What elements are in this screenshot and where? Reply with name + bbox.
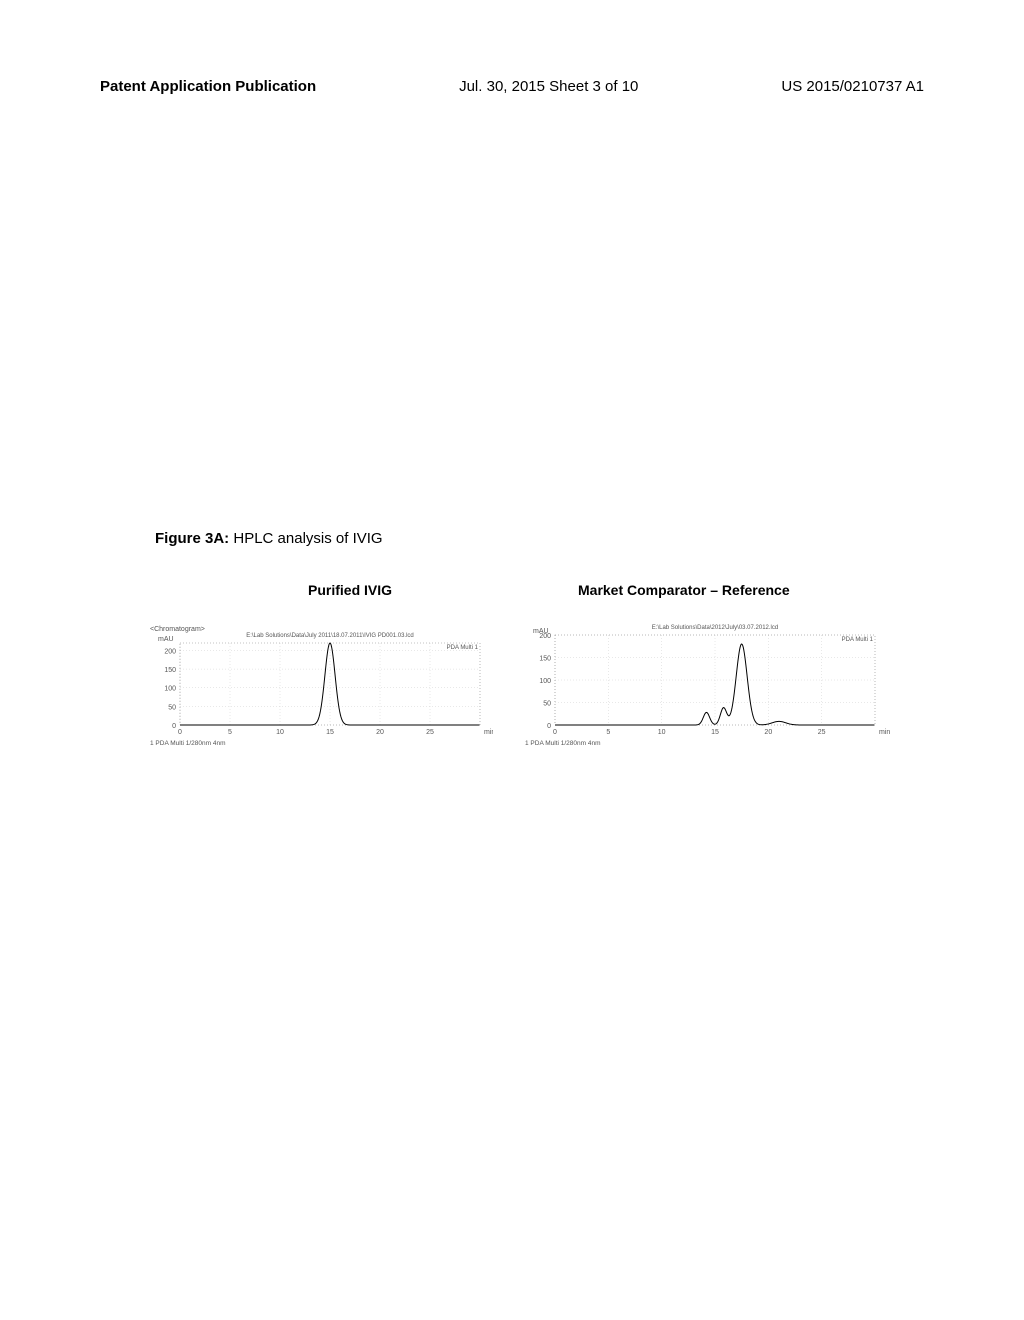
- svg-text:15: 15: [326, 729, 334, 736]
- figure-label: Figure 3A:: [155, 530, 229, 547]
- svg-text:10: 10: [658, 729, 666, 736]
- svg-text:PDA Multi 1: PDA Multi 1: [842, 637, 874, 643]
- svg-text:50: 50: [168, 704, 176, 711]
- svg-text:150: 150: [164, 667, 176, 674]
- svg-text:min: min: [879, 729, 890, 736]
- svg-text:15: 15: [711, 729, 719, 736]
- chart-right-wrapper: 0501001502000510152025mAUE:\Lab Solution…: [513, 615, 893, 745]
- svg-text:mAU: mAU: [533, 628, 549, 635]
- svg-text:0: 0: [172, 723, 176, 730]
- svg-text:PDA Multi 1: PDA Multi 1: [447, 645, 479, 651]
- figure-caption: Figure 3A: HPLC analysis of IVIG: [155, 530, 383, 547]
- page-header: Patent Application Publication Jul. 30, …: [0, 78, 1024, 95]
- chromatogram-right-svg: 0501001502000510152025mAUE:\Lab Solution…: [513, 615, 893, 745]
- svg-text:25: 25: [818, 729, 826, 736]
- svg-text:10: 10: [276, 729, 284, 736]
- svg-text:25: 25: [426, 729, 434, 736]
- svg-text:20: 20: [376, 729, 384, 736]
- svg-text:150: 150: [539, 656, 551, 663]
- header-center: Jul. 30, 2015 Sheet 3 of 10: [459, 78, 638, 95]
- svg-text:100: 100: [164, 686, 176, 693]
- svg-text:5: 5: [606, 729, 610, 736]
- chromatogram-right: 0501001502000510152025mAUE:\Lab Solution…: [513, 615, 893, 745]
- svg-text:200: 200: [164, 648, 176, 655]
- svg-text:E:\Lab Solutions\Data\2012\Jul: E:\Lab Solutions\Data\2012\July\03.07.20…: [652, 625, 778, 631]
- svg-text:1 PDA Multi 1/280nm 4nm: 1 PDA Multi 1/280nm 4nm: [525, 740, 601, 745]
- header-right: US 2015/0210737 A1: [781, 78, 924, 95]
- svg-text:0: 0: [553, 729, 557, 736]
- chromatogram-left-svg: 0 50 100 150 200 0 5 10 15 20 25 <Chromatogram> mAU E…: [138, 615, 493, 745]
- svg-text:20: 20: [764, 729, 772, 736]
- svg-text:5: 5: [228, 729, 232, 736]
- svg-text:50: 50: [543, 701, 551, 708]
- chart-title-left: Purified IVIG: [308, 582, 392, 598]
- svg-text:E:\Lab Solutions\Data\July 201: E:\Lab Solutions\Data\July 2011\18.07.20…: [246, 633, 414, 639]
- svg-text:0: 0: [178, 729, 182, 736]
- chart-title-right: Market Comparator – Reference: [578, 582, 790, 598]
- figure-description: HPLC analysis of IVIG: [233, 530, 382, 547]
- svg-text:0: 0: [547, 723, 551, 730]
- svg-text:100: 100: [539, 678, 551, 685]
- svg-text:1 PDA Multi 1/280nm 4nm: 1 PDA Multi 1/280nm 4nm: [150, 740, 226, 745]
- chromatogram-left: 0 50 100 150 200 0 5 10 15 20 25 <Chromatogram> mAU E…: [138, 615, 493, 745]
- svg-text:mAU: mAU: [158, 636, 174, 643]
- svg-text:min: min: [484, 729, 493, 736]
- chart-left-wrapper: 0 50 100 150 200 0 5 10 15 20 25 <Chromatogram> mAU E…: [138, 615, 493, 745]
- header-left: Patent Application Publication: [100, 78, 316, 95]
- svg-text:<Chromatogram>: <Chromatogram>: [150, 626, 205, 633]
- charts-container: 0501001502000510152025<Chromatogram>mAUE…: [138, 615, 898, 745]
